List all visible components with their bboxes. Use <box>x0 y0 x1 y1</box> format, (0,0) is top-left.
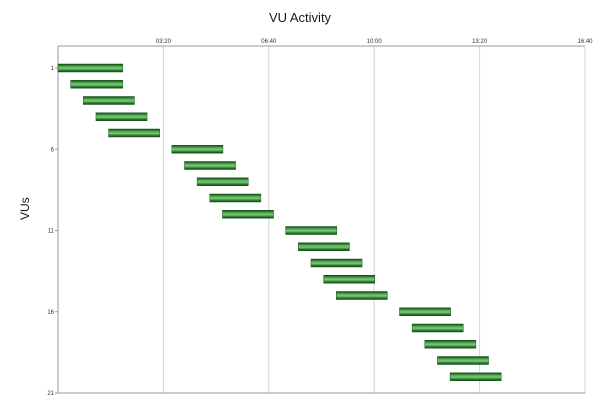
vu-activity-bar <box>437 356 489 365</box>
vu-activity-bar <box>70 80 124 89</box>
x-tick-label: 03:20 <box>156 39 172 45</box>
chart-title: VU Activity <box>268 10 332 25</box>
vu-activity-bar <box>298 242 350 251</box>
vu-activity-bar <box>411 323 464 333</box>
vu-activity-bar <box>184 161 236 170</box>
vu-activity-bar <box>336 291 388 300</box>
x-tick-label: 10:00 <box>367 39 383 45</box>
vu-activity-bar <box>310 258 363 268</box>
y-tick-label: 1 <box>51 66 55 72</box>
vu-activity-bar <box>399 307 451 316</box>
vu-activity-bar <box>424 340 477 349</box>
vu-activity-bar <box>108 128 160 138</box>
vu-activity-bar <box>285 226 338 235</box>
y-tick-label: 11 <box>48 229 55 235</box>
vu-activity-bar <box>209 193 262 203</box>
vu-activity-bar <box>57 63 124 73</box>
vu-activity-bar <box>222 210 274 219</box>
x-tick-label: 16:40 <box>577 39 593 45</box>
x-tick-label: 13:20 <box>472 39 488 45</box>
vu-activity-bar <box>171 145 224 154</box>
x-tick-label: 06:40 <box>261 39 277 45</box>
y-tick-label: 6 <box>51 147 55 153</box>
vu-activity-bar <box>95 112 148 121</box>
bars-layer <box>57 63 502 381</box>
grid-layer <box>162 46 586 393</box>
y-tick-label: 21 <box>47 391 54 397</box>
vu-activity-bar <box>323 275 375 284</box>
vu-activity-bar <box>83 96 135 105</box>
vu-activity-bar <box>449 372 502 381</box>
vu-activity-bar <box>196 177 249 186</box>
y-tick-label: 16 <box>47 310 54 316</box>
